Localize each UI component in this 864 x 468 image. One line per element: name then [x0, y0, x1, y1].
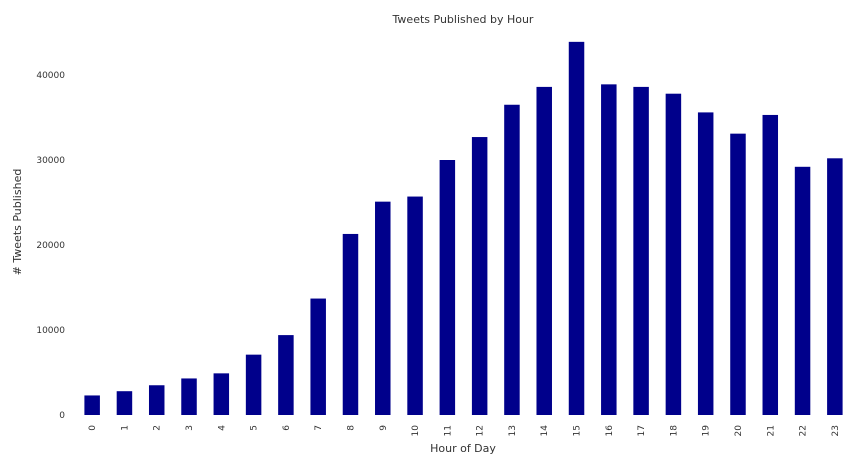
x-axis-ticks: 0 1 2 3 4 5 6 7 8 9 10 11 12 13 14 15 16 17 18 19 20 21 22 23 — [88, 425, 841, 437]
x-tick-label: 1 — [120, 425, 130, 431]
bar-hour-11 — [439, 160, 456, 415]
bar-hour-7 — [310, 298, 326, 415]
chart-title: Tweets Published by Hour — [392, 13, 534, 26]
x-tick-label: 2 — [153, 425, 163, 431]
x-tick-label: 21 — [766, 425, 776, 436]
bar-hour-15 — [568, 41, 585, 415]
x-axis-label: Hour of Day — [430, 442, 496, 455]
x-tick-label: 0 — [88, 425, 98, 431]
y-axis-ticks: 0 10000 20000 30000 40000 — [36, 71, 65, 421]
bar-hour-19 — [697, 112, 714, 416]
bar-hour-16 — [601, 84, 617, 415]
x-tick-label: 16 — [605, 425, 615, 437]
x-tick-label: 8 — [346, 425, 356, 431]
x-tick-label: 7 — [314, 425, 324, 431]
y-tick-label: 20000 — [36, 241, 65, 251]
bar-hour-1 — [116, 391, 133, 415]
x-tick-label: 12 — [476, 425, 486, 436]
bar-hour-10 — [407, 196, 423, 415]
y-tick-label: 30000 — [36, 156, 65, 166]
bar-hour-5 — [245, 354, 262, 415]
x-tick-label: 14 — [540, 425, 550, 437]
bar-hour-3 — [181, 378, 197, 415]
x-tick-label: 11 — [443, 425, 453, 436]
bar-hour-12 — [471, 137, 488, 416]
bar-hour-22 — [794, 166, 811, 415]
bars — [84, 41, 843, 416]
bar-hour-18 — [665, 93, 682, 415]
x-tick-label: 6 — [282, 425, 292, 431]
y-tick-label: 40000 — [36, 71, 65, 81]
y-tick-label: 10000 — [36, 326, 65, 336]
x-tick-label: 10 — [411, 425, 421, 437]
bar-hour-9 — [375, 201, 391, 415]
bar-hour-4 — [213, 373, 230, 415]
x-tick-label: 19 — [702, 425, 712, 437]
x-tick-label: 22 — [799, 425, 809, 436]
bar-hour-13 — [504, 104, 520, 415]
x-tick-label: 18 — [669, 425, 679, 437]
y-tick-label: 0 — [59, 411, 65, 421]
bar-hour-21 — [762, 114, 779, 415]
x-tick-label: 3 — [185, 425, 195, 431]
bar-hour-20 — [730, 133, 746, 415]
x-tick-label: 15 — [573, 425, 583, 436]
bar-hour-14 — [536, 86, 552, 416]
x-tick-label: 9 — [379, 425, 389, 431]
x-tick-label: 23 — [831, 425, 841, 436]
x-tick-label: 17 — [637, 425, 647, 436]
x-tick-label: 20 — [734, 425, 744, 437]
x-tick-label: 13 — [508, 425, 518, 436]
bar-hour-17 — [633, 86, 649, 416]
bar-hour-6 — [278, 335, 294, 415]
bar-hour-0 — [84, 395, 100, 415]
y-axis-label: # Tweets Published — [11, 169, 24, 276]
bar-hour-2 — [148, 385, 165, 415]
bar-hour-8 — [342, 233, 359, 415]
bar-hour-23 — [827, 158, 843, 416]
x-tick-label: 4 — [217, 425, 227, 431]
x-tick-label: 5 — [250, 425, 260, 431]
